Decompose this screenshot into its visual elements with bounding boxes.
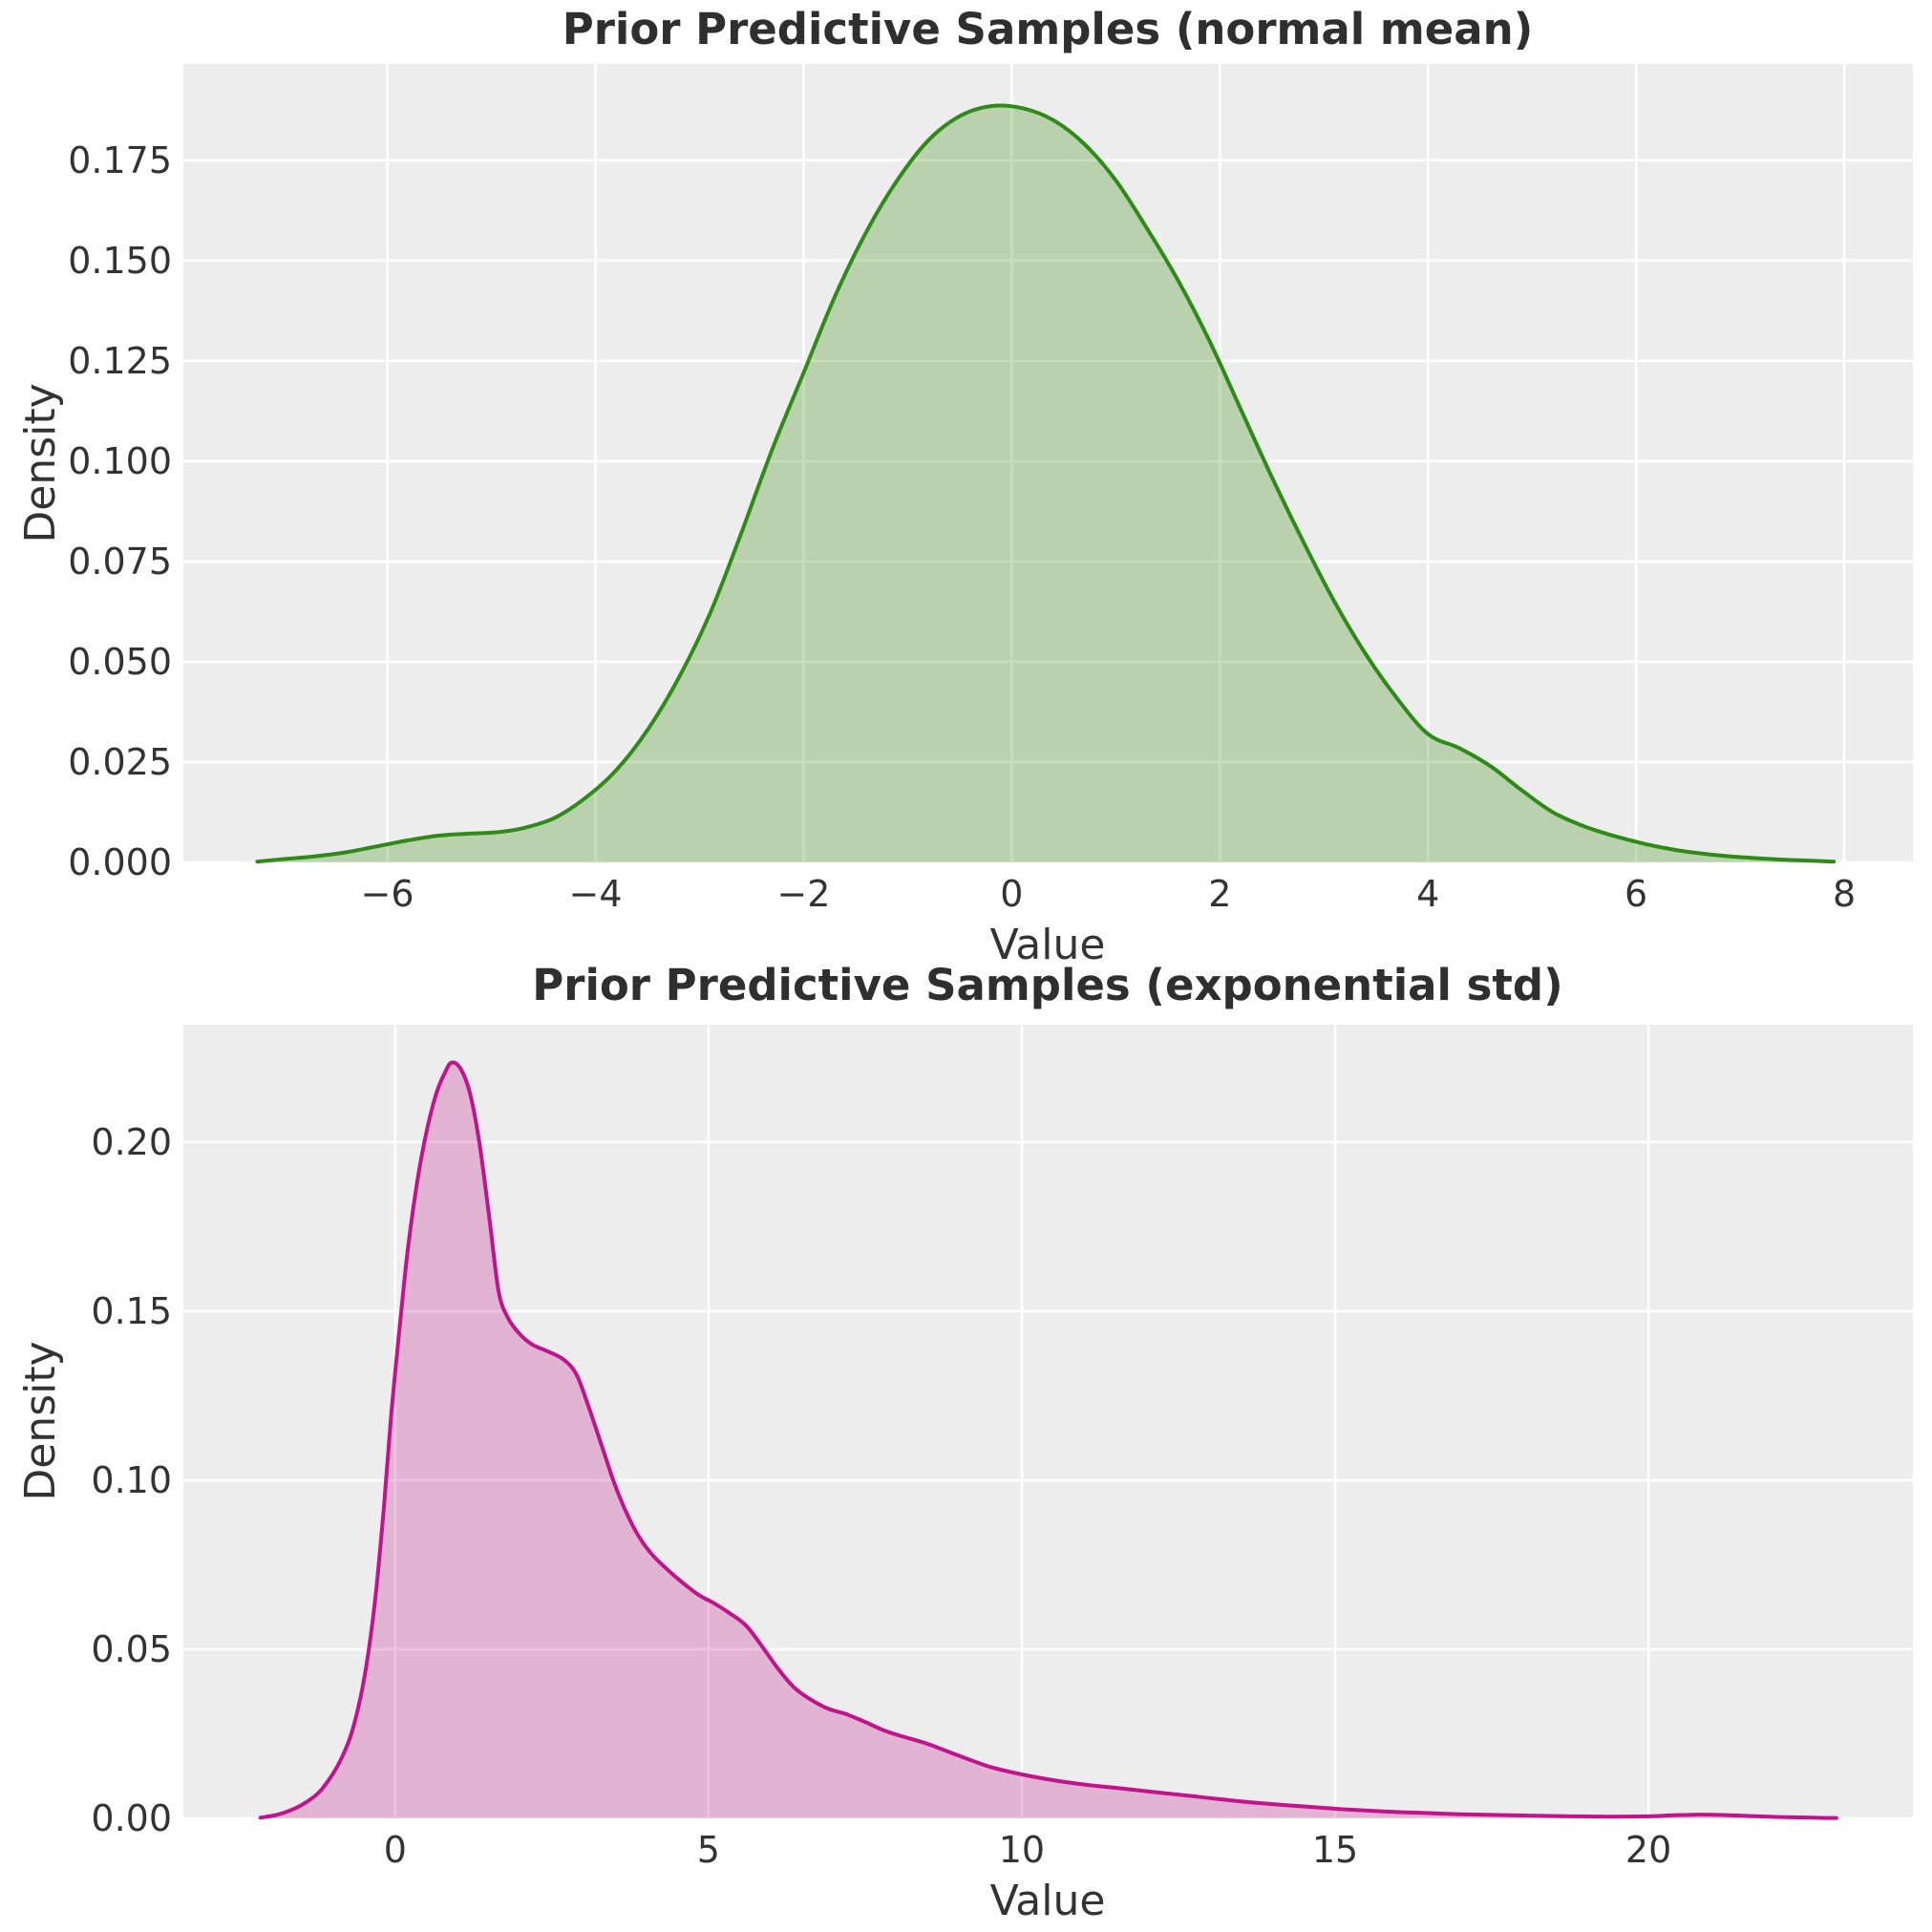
x-tick-label: 10 xyxy=(999,1829,1045,1871)
tick-labels: −6 −4 −2 0 2 4 6 8 0.000 0.025 0.050 0.075 0.100 0.12… xyxy=(68,139,1856,915)
kde-area xyxy=(257,105,1835,863)
gridlines xyxy=(183,1025,1913,1820)
chart-normal-mean-plot-area: −6 −4 −2 0 2 4 6 8 0.000 0.025 0.050 0.075 0.100 0.12… xyxy=(68,64,1913,915)
y-tick-label: 0.075 xyxy=(68,541,172,583)
x-tick-label: −6 xyxy=(361,873,414,915)
x-tick-label: 6 xyxy=(1624,873,1647,915)
chart-normal-mean: −6 −4 −2 0 2 4 6 8 0.000 0.025 0.050 0.075 0.100 0.12… xyxy=(16,4,1913,969)
x-tick-label: 4 xyxy=(1416,873,1439,915)
y-tick-label: 0.125 xyxy=(68,340,172,382)
plot-background xyxy=(183,1025,1913,1818)
x-tick-label: 20 xyxy=(1625,1829,1671,1871)
kde-line xyxy=(258,1060,1838,1820)
y-tick-label: 0.20 xyxy=(91,1121,172,1163)
y-tick-label: 0.175 xyxy=(68,139,172,181)
y-tick-label: 0.15 xyxy=(91,1290,172,1332)
gridlines xyxy=(183,64,1913,864)
y-axis-label-exponential-std: Density xyxy=(16,1341,65,1500)
y-tick-label: 0.10 xyxy=(91,1459,172,1501)
x-tick-label: 15 xyxy=(1312,1829,1358,1871)
kde-area xyxy=(260,1062,1836,1818)
y-tick-label: 0.025 xyxy=(68,741,172,783)
y-tick-label: 0.05 xyxy=(91,1628,172,1670)
chart-title-exponential-std: Prior Predictive Samples (exponential st… xyxy=(532,960,1562,1010)
x-axis-label-normal-mean: Value xyxy=(990,921,1106,969)
chart-title-normal-mean: Prior Predictive Samples (normal mean) xyxy=(563,4,1534,54)
y-tick-label: 0.000 xyxy=(68,841,172,883)
y-tick-label: 0.100 xyxy=(68,440,172,482)
plot-background xyxy=(183,64,1913,862)
y-tick-label: 0.050 xyxy=(68,641,172,683)
kde-line xyxy=(255,103,1836,864)
x-tick-label: 0 xyxy=(1000,873,1023,915)
tick-labels: 0 5 10 15 20 0.00 0.05 0.10 0.15 0.20 xyxy=(91,1121,1671,1871)
x-axis-label-exponential-std: Value xyxy=(990,1877,1106,1925)
x-tick-label: 5 xyxy=(697,1829,720,1871)
chart-exponential-std: 0 5 10 15 20 0.00 0.05 0.10 0.15 0.20 Prior Predi… xyxy=(16,960,1913,1925)
chart-exponential-std-plot-area: 0 5 10 15 20 0.00 0.05 0.10 0.15 0.20 xyxy=(91,1025,1913,1871)
x-tick-label: −2 xyxy=(776,873,830,915)
x-tick-label: 2 xyxy=(1208,873,1231,915)
y-tick-label: 0.150 xyxy=(68,240,172,282)
x-tick-label: −4 xyxy=(568,873,622,915)
y-tick-label: 0.00 xyxy=(91,1797,172,1839)
x-tick-label: 8 xyxy=(1833,873,1856,915)
y-axis-label-normal-mean: Density xyxy=(16,383,65,542)
x-tick-label: 0 xyxy=(384,1829,407,1871)
